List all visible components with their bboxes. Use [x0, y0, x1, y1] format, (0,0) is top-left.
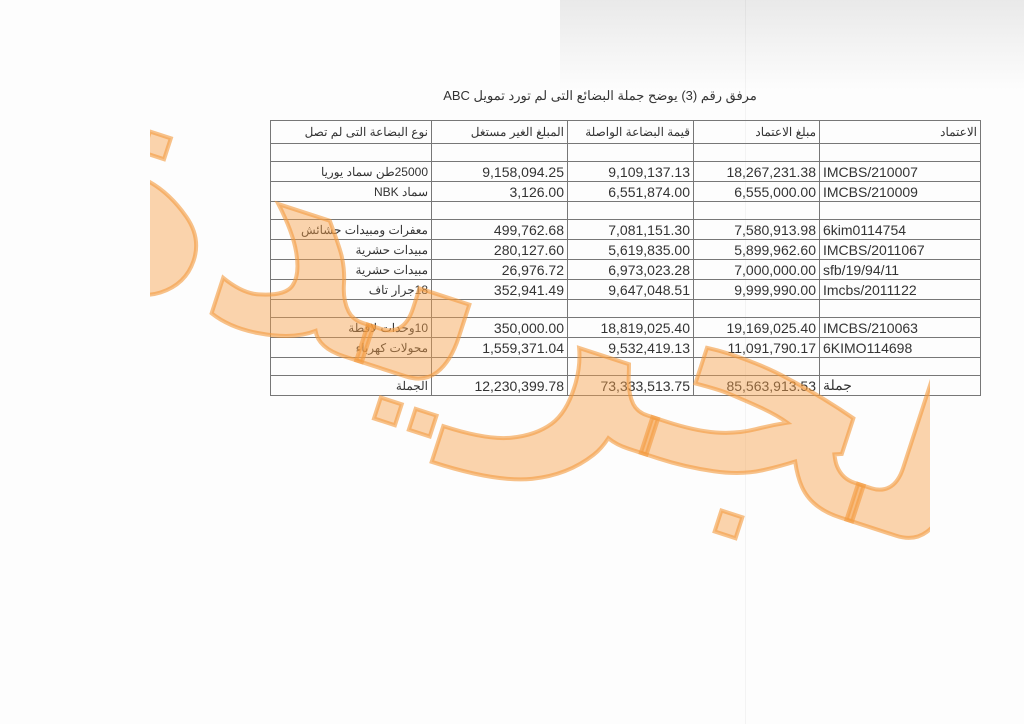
- table-total-row: جملة 85,563,913.53 73,333,513.75 12,230,399…: [270, 375, 981, 396]
- table-cell: 280,127.60: [431, 239, 568, 260]
- table-cell: [819, 299, 981, 318]
- table-cell: 11,091,790.17: [693, 337, 820, 358]
- table-row: IMCBS/210063 19,169,025.40 18,819,025.40 35…: [270, 317, 981, 338]
- table-cell: [270, 299, 432, 318]
- table-cell: 6kim0114754: [819, 219, 981, 240]
- table-cell: 9,999,990.00: [693, 279, 820, 300]
- scan-shadow: [560, 0, 1024, 90]
- table-cell: 18,267,231.38: [693, 161, 820, 182]
- table-cell: 6KIMO114698: [819, 337, 981, 358]
- table-row: IMCBS/2011067 5,899,962.60 5,619,835.00 280…: [270, 239, 981, 260]
- table-cell: جملة: [819, 375, 981, 396]
- document-title: مرفق رقم (3) يوضح جملة البضائع التى لم ت…: [443, 88, 757, 103]
- table-cell: 352,941.49: [431, 279, 568, 300]
- table-cell: 6,551,874.00: [567, 181, 694, 202]
- table-cell: [819, 143, 981, 162]
- table-cell: 7,081,151.30: [567, 219, 694, 240]
- table-cell: سماد NBK: [270, 181, 432, 202]
- table-cell: [693, 299, 820, 318]
- table-cell: 9,109,137.13: [567, 161, 694, 182]
- table-row: [270, 299, 981, 318]
- table-cell: 5,619,835.00: [567, 239, 694, 260]
- table-cell: [693, 201, 820, 220]
- table-cell: [270, 201, 432, 220]
- table-cell: sfb/19/94/11: [819, 259, 981, 280]
- table-row: IMCBS/210007 18,267,231.38 9,109,137.13 9,1…: [270, 161, 981, 182]
- table-cell: 7,000,000.00: [693, 259, 820, 280]
- table-cell: 350,000.00: [431, 317, 568, 338]
- table-cell: محولات كهرباء: [270, 337, 432, 358]
- table-cell: 85,563,913.53: [693, 375, 820, 396]
- table-cell: 26,976.72: [431, 259, 568, 280]
- table-cell: معفرات ومبيدات حشائش: [270, 219, 432, 240]
- table-cell: IMCBS/2011067: [819, 239, 981, 260]
- table-cell: الجملة: [270, 375, 432, 396]
- table-cell: [819, 201, 981, 220]
- table-cell: 18جرار تاف: [270, 279, 432, 300]
- table-cell: [431, 201, 568, 220]
- table-cell: 6,555,000.00: [693, 181, 820, 202]
- table-cell: الاعتماد: [819, 120, 981, 144]
- table-cell: [270, 143, 432, 162]
- table-cell: مبيدات حشرية: [270, 259, 432, 280]
- table-row: 6KIMO114698 11,091,790.17 9,532,419.13 1,55…: [270, 337, 981, 358]
- table-cell: 1,559,371.04: [431, 337, 568, 358]
- table-cell: 25000طن سماد يوريا: [270, 161, 432, 182]
- table-cell: 3,126.00: [431, 181, 568, 202]
- table-cell: نوع البضاعة التى لم تصل: [270, 120, 432, 144]
- table-cell: [567, 357, 694, 376]
- table-row: [270, 201, 981, 220]
- table-cell: IMCBS/210007: [819, 161, 981, 182]
- table-cell: IMCBS/210009: [819, 181, 981, 202]
- table-cell: 499,762.68: [431, 219, 568, 240]
- table-cell: مبلغ الاعتماد: [693, 120, 820, 144]
- table-cell: [431, 299, 568, 318]
- table-cell: 9,532,419.13: [567, 337, 694, 358]
- table-row: [270, 357, 981, 376]
- table-cell: 18,819,025.40: [567, 317, 694, 338]
- table-cell: 5,899,962.60: [693, 239, 820, 260]
- table-cell: [567, 201, 694, 220]
- goods-table: الاعتماد مبلغ الاعتماد قيمة البضاعة الواصل…: [270, 120, 981, 396]
- table-cell: [819, 357, 981, 376]
- table-row: [270, 143, 981, 162]
- table-cell: [431, 143, 568, 162]
- table-row: sfb/19/94/11 7,000,000.00 6,973,023.28 26,9…: [270, 259, 981, 280]
- table-cell: [567, 299, 694, 318]
- table-row: IMCBS/210009 6,555,000.00 6,551,874.00 3,12…: [270, 181, 981, 202]
- table-cell: [270, 357, 432, 376]
- table-cell: 9,647,048.51: [567, 279, 694, 300]
- table-cell: قيمة البضاعة الواصلة: [567, 120, 694, 144]
- table-cell: [693, 357, 820, 376]
- table-cell: 10وحدات لاقطة: [270, 317, 432, 338]
- table-cell: المبلغ الغير مستغل: [431, 120, 568, 144]
- table-cell: 9,158,094.25: [431, 161, 568, 182]
- table-row: 6kim0114754 7,580,913.98 7,081,151.30 499,7…: [270, 219, 981, 240]
- table-cell: [431, 357, 568, 376]
- table-cell: 12,230,399.78: [431, 375, 568, 396]
- table-cell: [693, 143, 820, 162]
- table-cell: 73,333,513.75: [567, 375, 694, 396]
- table-cell: Imcbs/2011122: [819, 279, 981, 300]
- table-cell: مبيدات حشرية: [270, 239, 432, 260]
- table-cell: 19,169,025.40: [693, 317, 820, 338]
- table-cell: IMCBS/210063: [819, 317, 981, 338]
- table-header-row: الاعتماد مبلغ الاعتماد قيمة البضاعة الواصل…: [270, 120, 981, 144]
- table-cell: 6,973,023.28: [567, 259, 694, 280]
- table-cell: 7,580,913.98: [693, 219, 820, 240]
- table-row: Imcbs/2011122 9,999,990.00 9,647,048.51 352…: [270, 279, 981, 300]
- table-cell: [567, 143, 694, 162]
